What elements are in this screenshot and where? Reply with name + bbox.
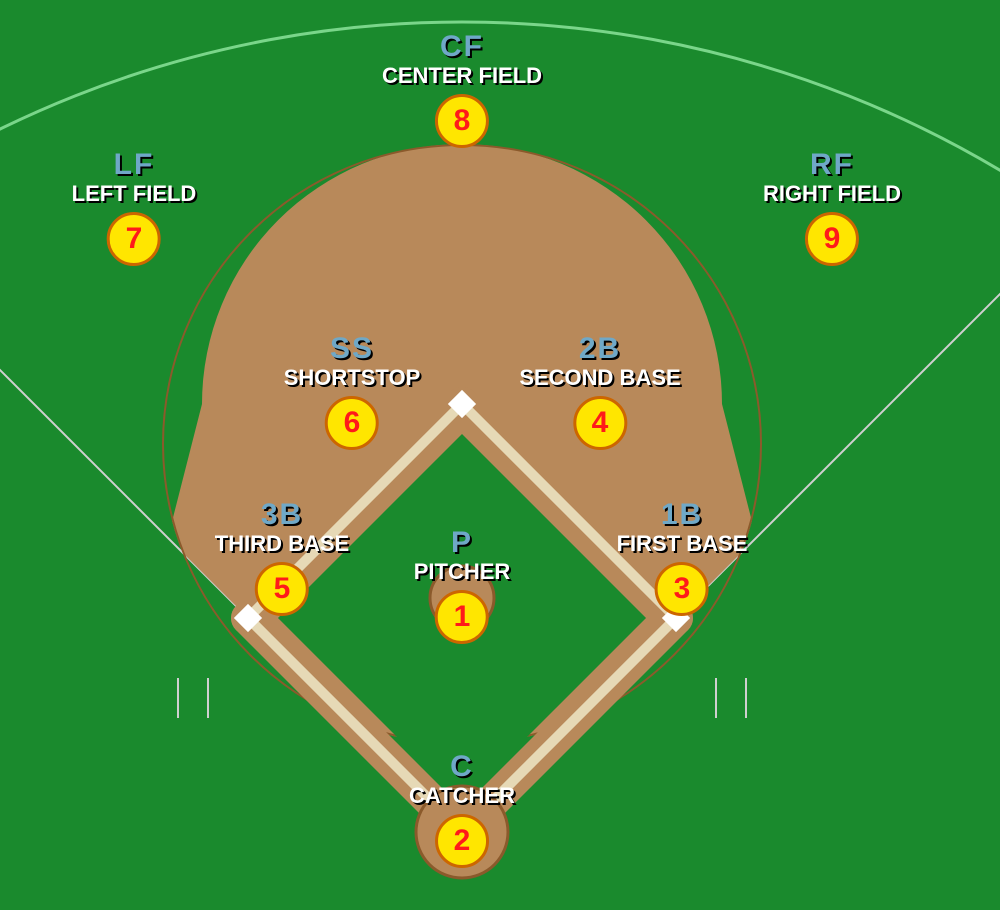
position-1b-marker: 3 [655, 562, 709, 616]
position-p: PPITCHER 1 [414, 528, 511, 644]
position-c-marker: 2 [435, 814, 489, 868]
position-1b-name: FIRST BASE [617, 532, 748, 556]
position-1b: 1BFIRST BASE 3 [617, 500, 748, 616]
position-p-marker: 1 [435, 590, 489, 644]
position-2b-name: SECOND BASE [519, 366, 680, 390]
position-p-abbr: P [414, 528, 511, 558]
position-3b-abbr: 3B [215, 500, 349, 530]
baseball-positions-diagram: CFCENTER FIELD 8 LFLEFT FIELD 7 RFRIGHT FIEL… [0, 0, 1000, 910]
position-p-name: PITCHER [414, 560, 511, 584]
position-c: CCATCHER 2 [409, 752, 515, 868]
position-c-name: CATCHER [409, 784, 515, 808]
position-c-abbr: C [409, 752, 515, 782]
position-rf: RFRIGHT FIELD 9 [763, 150, 901, 266]
position-ss: SSSHORTSTOP 6 [284, 334, 421, 450]
position-rf-abbr: RF [763, 150, 901, 180]
position-2b-abbr: 2B [519, 334, 680, 364]
position-1b-abbr: 1B [617, 500, 748, 530]
position-cf-abbr: CF [382, 32, 542, 62]
position-cf-name: CENTER FIELD [382, 64, 542, 88]
position-cf-marker: 8 [435, 94, 489, 148]
position-3b-name: THIRD BASE [215, 532, 349, 556]
position-ss-marker: 6 [325, 396, 379, 450]
position-cf: CFCENTER FIELD 8 [382, 32, 542, 148]
position-lf-abbr: LF [72, 150, 197, 180]
position-ss-name: SHORTSTOP [284, 366, 421, 390]
position-ss-abbr: SS [284, 334, 421, 364]
position-3b: 3BTHIRD BASE 5 [215, 500, 349, 616]
position-2b-marker: 4 [573, 396, 627, 450]
position-2b: 2BSECOND BASE 4 [519, 334, 680, 450]
position-lf: LFLEFT FIELD 7 [72, 150, 197, 266]
position-rf-name: RIGHT FIELD [763, 182, 901, 206]
position-rf-marker: 9 [805, 212, 859, 266]
position-3b-marker: 5 [255, 562, 309, 616]
position-lf-name: LEFT FIELD [72, 182, 197, 206]
position-lf-marker: 7 [107, 212, 161, 266]
